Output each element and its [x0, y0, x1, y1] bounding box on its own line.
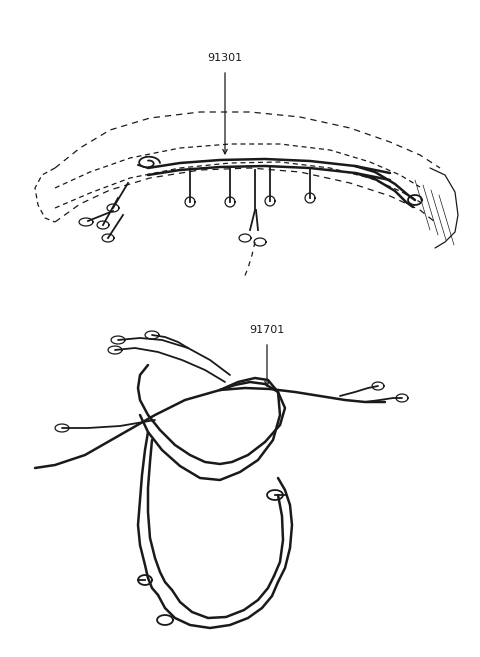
- Text: 91301: 91301: [207, 53, 242, 63]
- Text: 91701: 91701: [250, 325, 285, 335]
